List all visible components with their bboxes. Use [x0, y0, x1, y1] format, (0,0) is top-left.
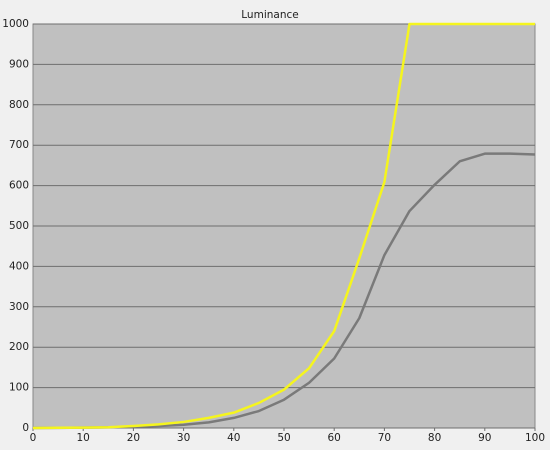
y-tick-label: 300: [9, 301, 29, 313]
y-tick-label: 400: [9, 260, 29, 272]
y-tick-label: 200: [9, 341, 29, 353]
y-tick-label: 100: [9, 382, 29, 394]
x-tick-label: 40: [227, 432, 240, 444]
x-tick-label: 70: [378, 432, 391, 444]
y-tick-label: 700: [9, 139, 29, 151]
chart-title: Luminance: [241, 9, 298, 21]
y-tick-label: 1000: [2, 18, 29, 30]
y-tick-label: 0: [22, 422, 29, 434]
x-tick-label: 80: [428, 432, 441, 444]
series-line: [32, 22, 535, 430]
x-tick-label: 20: [127, 432, 140, 444]
x-tick-label: 90: [478, 432, 491, 444]
y-tick-label: 500: [9, 220, 29, 232]
x-tick-label: 0: [30, 432, 37, 444]
x-tick-label: 100: [525, 432, 545, 444]
y-tick-label: 900: [9, 58, 29, 70]
x-tick-label: 30: [177, 432, 190, 444]
y-tick-label: 600: [9, 180, 29, 192]
x-tick-label: 50: [277, 432, 290, 444]
y-tick-label: 800: [9, 99, 29, 111]
x-tick-label: 10: [77, 432, 90, 444]
x-tick-label: 60: [328, 432, 341, 444]
